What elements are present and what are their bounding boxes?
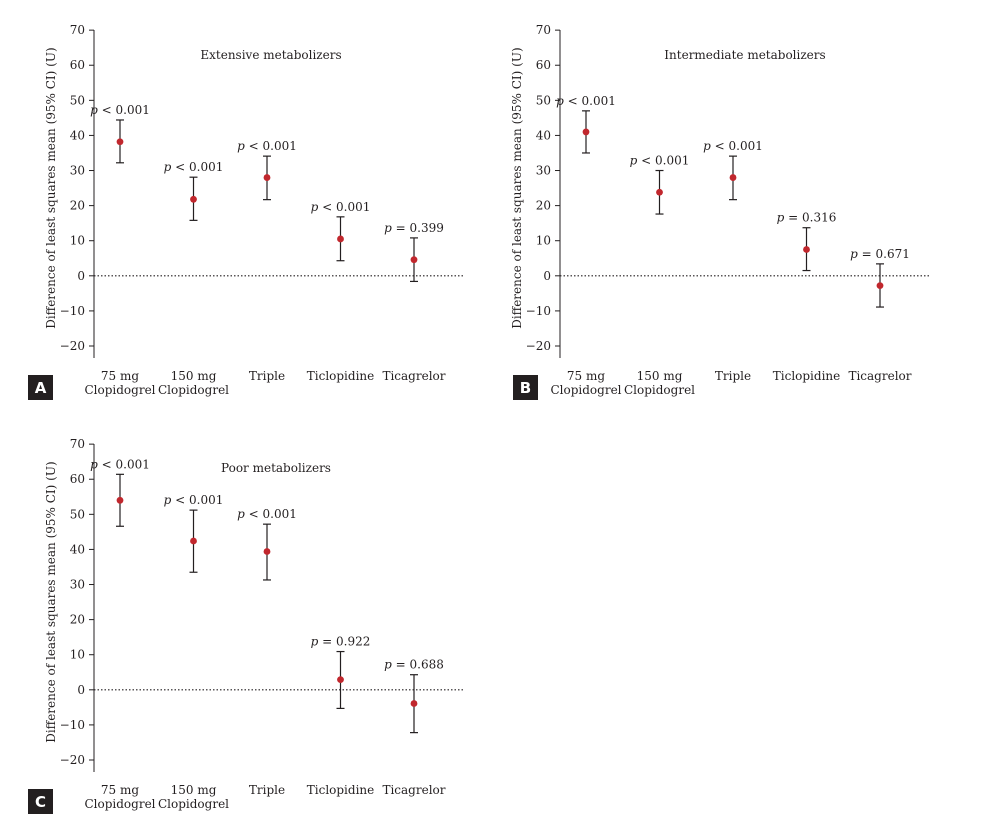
p-value-label: p < 0.001 <box>164 493 224 507</box>
panel-badge-label: C <box>35 793 46 811</box>
p-value-label: p < 0.001 <box>237 507 297 521</box>
y-tick-label: 40 <box>70 128 85 142</box>
data-point <box>582 128 590 136</box>
y-tick-label: 0 <box>77 683 85 697</box>
p-value-label: p < 0.001 <box>630 154 690 168</box>
chart-panel-c: −20 −10 0 10 20 30 40 50 60 70 Difference of least… <box>28 437 464 814</box>
y-tick-label: 70 <box>70 23 85 37</box>
y-tick-label: 30 <box>536 164 551 178</box>
category-label: 75 mg <box>101 783 139 797</box>
category-label: Ticlopidine <box>307 783 375 797</box>
category-label: Clopidogrel <box>84 797 155 811</box>
panel-title: Poor metabolizers <box>221 461 331 475</box>
y-tick-label: 20 <box>536 199 551 213</box>
y-tick-label: −20 <box>60 339 85 353</box>
panel-title: Intermediate metabolizers <box>664 48 825 62</box>
panel-title: Extensive metabolizers <box>200 48 341 62</box>
y-tick-label: 10 <box>536 234 551 248</box>
p-value-label: p < 0.001 <box>703 139 763 153</box>
category-label: Clopidogrel <box>84 383 155 397</box>
y-tick-label: 70 <box>70 437 85 451</box>
y-tick-label: 50 <box>536 93 551 107</box>
category-label: Ticagrelor <box>382 783 445 797</box>
y-tick-label: −10 <box>526 304 551 318</box>
y-tick-label: 40 <box>70 542 85 556</box>
data-point <box>410 700 418 707</box>
panel-badge-label: B <box>520 379 531 397</box>
category-label: 150 mg <box>171 783 217 797</box>
data-point <box>190 195 197 203</box>
category-label: Triple <box>715 369 751 383</box>
y-tick-label: 60 <box>70 58 85 72</box>
data-point <box>337 676 344 684</box>
y-tick-label: 30 <box>70 578 85 592</box>
p-value-label: p = 0.316 <box>777 211 837 225</box>
y-tick-label: −10 <box>60 718 85 732</box>
panel-badge <box>28 375 53 400</box>
y-axis-title: Difference of least squares mean (95% CI… <box>44 47 58 328</box>
data-point <box>190 537 197 545</box>
y-axis-title: Difference of least squares mean (95% CI… <box>44 461 58 742</box>
category-label: Ticlopidine <box>307 369 375 383</box>
p-value-label: p = 0.671 <box>850 247 910 261</box>
y-tick-label: 30 <box>70 164 85 178</box>
data-point <box>410 256 418 264</box>
panel-badge <box>28 789 53 814</box>
data-point <box>803 246 810 253</box>
y-tick-label: 0 <box>543 269 551 283</box>
y-tick-label: 20 <box>70 613 85 627</box>
category-label: 75 mg <box>101 369 139 383</box>
p-value-label: p < 0.001 <box>90 457 150 471</box>
category-label: Ticagrelor <box>382 369 445 383</box>
p-value-label: p < 0.001 <box>90 103 150 117</box>
p-value-label: p < 0.001 <box>311 200 371 214</box>
y-tick-label: 20 <box>70 199 85 213</box>
y-tick-label: 70 <box>536 23 551 37</box>
y-tick-label: 50 <box>70 507 85 521</box>
data-point <box>729 174 737 181</box>
category-label: Clopidogrel <box>550 383 621 397</box>
data-point <box>116 138 124 146</box>
category-label: Clopidogrel <box>158 797 229 811</box>
category-label: Triple <box>249 783 285 797</box>
p-value-label: p = 0.399 <box>384 221 444 235</box>
category-label: Ticagrelor <box>848 369 911 383</box>
chart-panel-b: −20 −10 0 10 20 30 40 50 60 70 Difference of least… <box>510 23 930 400</box>
y-tick-label: −20 <box>526 339 551 353</box>
category-label: Clopidogrel <box>624 383 695 397</box>
y-tick-label: 0 <box>77 269 85 283</box>
data-point <box>337 235 344 243</box>
category-label: 150 mg <box>637 369 683 383</box>
y-tick-label: −20 <box>60 753 85 767</box>
data-point <box>116 496 124 504</box>
chart-panel-a: −20 −10 0 10 20 30 40 50 60 70 Difference of least… <box>28 23 464 400</box>
y-tick-label: 60 <box>70 472 85 486</box>
p-value-label: p < 0.001 <box>237 139 297 153</box>
category-label: Clopidogrel <box>158 383 229 397</box>
p-value-label: p < 0.001 <box>164 160 224 174</box>
y-tick-label: 10 <box>70 234 85 248</box>
p-value-label: p = 0.922 <box>311 635 371 649</box>
y-tick-label: 40 <box>536 128 551 142</box>
category-label: 150 mg <box>171 369 217 383</box>
category-label: Triple <box>249 369 285 383</box>
p-value-label: p < 0.001 <box>556 94 616 108</box>
data-point <box>263 548 271 555</box>
category-label: Ticlopidine <box>773 369 841 383</box>
data-point <box>876 282 884 290</box>
category-label: 75 mg <box>567 369 605 383</box>
p-value-label: p = 0.688 <box>384 658 444 672</box>
y-axis-title: Difference of least squares mean (95% CI… <box>510 47 524 328</box>
data-point <box>656 188 663 196</box>
y-tick-label: −10 <box>60 304 85 318</box>
panel-badge-label: A <box>35 379 47 397</box>
panel-badge <box>513 375 538 400</box>
y-tick-label: 10 <box>70 648 85 662</box>
y-tick-label: 50 <box>70 93 85 107</box>
y-tick-label: 60 <box>536 58 551 72</box>
data-point <box>263 174 271 181</box>
